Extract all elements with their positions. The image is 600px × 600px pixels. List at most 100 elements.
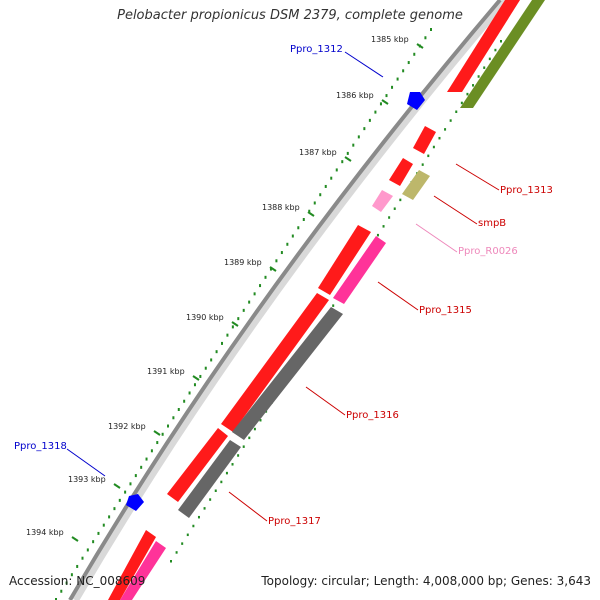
track-dot [488,57,491,61]
track-dot [332,304,335,307]
gene-label: Ppro_R0026 [458,246,518,257]
scale-dot [330,176,333,180]
gene-block-gray-ppro-1316 [232,307,343,440]
scale-dot [167,424,170,428]
scale-dot [264,275,267,279]
scale-dot [242,308,245,312]
scale-dot [430,28,432,31]
scale-dot [269,267,272,271]
track-dot [197,515,200,519]
track-dot [376,233,379,237]
scale-dot [199,374,202,378]
tick-label: 1392 kbp [108,422,146,431]
scale-dot [226,333,229,337]
track-dot [209,498,212,501]
gene-label: smpB [478,218,506,229]
tick-mark [344,156,352,162]
scale-dot [221,341,224,345]
scale-dot [319,193,322,197]
track-dot [214,489,217,492]
scale-dot [248,300,251,304]
track-dot [192,524,195,528]
track-dot [220,480,223,484]
scale-dot [92,540,95,544]
scale-dot [161,432,164,436]
gene-label: Ppro_1312 [290,44,343,55]
scale-dot [113,507,116,511]
track-dot [382,225,385,228]
scale-dot [140,465,143,469]
track-dot [494,48,497,52]
track-dot [432,145,435,149]
accession-text: Accession: NC_008609 [9,574,146,588]
track-dot [477,75,480,78]
track-dot [186,533,189,537]
scale-dot [379,102,382,106]
scale-dot [60,589,63,593]
gene-leader-line [377,281,419,311]
scale-dot [145,457,148,461]
scale-dot [231,325,234,329]
gene-leader-line [455,163,500,191]
scale-dot [297,226,300,230]
tick-mark [113,483,121,489]
scale-dot [81,556,84,560]
gene-block-red-ppro-1315 [318,225,371,295]
gene-block-red-smpb [389,158,413,186]
scale-dot [118,498,121,502]
gene-block-pink-ppro-1315 [333,236,386,304]
scale-dot [374,110,377,114]
scale-dot [259,284,262,288]
scale-dot [172,416,175,420]
gene-leader-line [228,491,268,522]
gene-label: Ppro_1313 [500,185,553,196]
track-dot [237,454,240,457]
tick-mark [153,430,161,436]
scale-dot [275,259,278,263]
tick-mark [231,321,239,327]
tick-label: 1386 kbp [336,91,374,100]
scale-dot [210,358,213,362]
scale-dot [413,52,416,56]
gene-block-pink-rna [372,190,393,212]
track-dot [455,110,458,114]
gene-label: Ppro_1316 [346,410,399,421]
tick-label: 1390 kbp [186,313,224,322]
scale-dot [188,391,191,395]
scale-dot [302,218,305,221]
gene-label: Ppro_1317 [268,516,321,527]
track-dot [449,119,452,122]
scale-dot [324,184,327,188]
scale-dot [70,573,73,577]
gene-leader-line [415,223,458,253]
scale-dot [402,69,405,73]
track-dot [253,427,256,431]
tick-mark [416,43,424,49]
track-dot [500,40,502,43]
track-dot [242,445,245,448]
tick-mark [381,99,389,105]
tick-label: 1388 kbp [262,203,300,212]
tick-mark [307,211,315,217]
track-dot [421,163,424,166]
scale-dot [424,36,427,40]
track-dot [231,463,234,466]
tick-label: 1393 kbp [68,475,106,484]
tick-label: 1391 kbp [147,367,185,376]
gene-block-olive-top [460,0,545,108]
gene-block-red-top [447,0,520,92]
gene-block-gray-ppro-1317 [178,440,241,518]
backbone-line [68,0,502,600]
gene-block-red-ppro-1317 [167,428,228,502]
scale-dot [396,77,399,81]
gene-block-red-bottom [108,530,156,600]
scale-dot [65,581,68,585]
scale-dot [124,490,127,494]
scale-dot [313,201,316,205]
scale-dot [134,474,137,478]
scale-dot [291,234,294,238]
scale-dot [129,482,132,486]
scale-dot [368,118,371,122]
tick-label: 1385 kbp [371,35,409,44]
track-dot [483,66,486,69]
